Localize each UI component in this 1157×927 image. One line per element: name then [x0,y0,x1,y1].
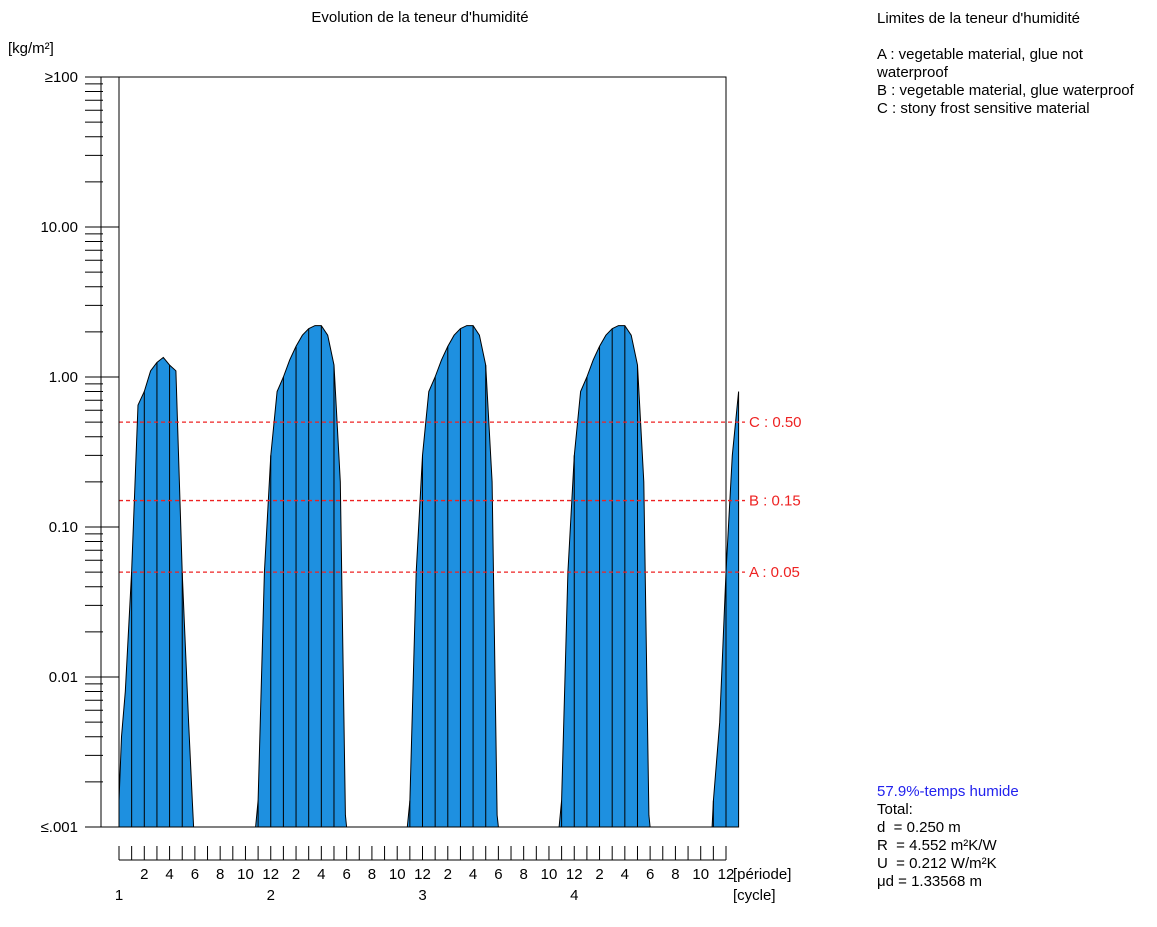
limit-label: A : 0.05 [749,564,800,581]
moisture-area [118,325,740,828]
x-tick-label: 6 [494,866,502,883]
y-axis: ≥100 10.00 1.00 0.10 0.01 ≤.001 [40,69,119,836]
x-tick-label: 2 [140,866,148,883]
x-tick-label: 4 [621,866,629,883]
limit-label: B : 0.15 [749,493,801,510]
x-tick-label: 10 [389,866,406,883]
mu-d-value: μd = 1.33568 m [877,873,982,890]
u-value: U = 0.212 W/m²K [877,855,997,872]
x-tick-label: 4 [165,866,173,883]
legend-title: Limites de la teneur d'humidité [877,10,1080,27]
x-tick-label: 4 [317,866,325,883]
y-tick-label: 10.00 [40,219,78,236]
thickness-value: d = 0.250 m [877,819,961,836]
cycle-label: 2 [267,887,275,904]
x-tick-label: 2 [444,866,452,883]
chart-title: Evolution de la teneur d'humidité [311,9,528,26]
moisture-chart: Evolution de la teneur d'humidité [kg/m²… [8,9,802,904]
x-tick-label: 8 [671,866,679,883]
total-label: Total: [877,801,913,818]
x-tick-label: 10 [541,866,558,883]
x-axis: 2 4 6 8 10 12 2 4 6 8 10 12 2 4 6 8 10 12 2 4 6 8 10 121 2 3 4 [115,846,735,904]
legend-entry-a: A : vegetable material, glue not waterpr… [877,46,1083,81]
moisture-area-path [118,325,740,828]
y-tick-label: ≥100 [45,69,78,86]
y-tick-label: 0.01 [49,669,78,686]
y-tick-label: ≤.001 [41,819,78,836]
y-tick-label: 1.00 [49,369,78,386]
limits-legend: Limites de la teneur d'humidité A : vege… [877,10,1152,118]
x-tick-label: 8 [519,866,527,883]
cycle-axis-unit-label: [cycle] [733,887,776,904]
y-tick-label: 0.10 [49,519,78,536]
x-tick-label: 12 [262,866,279,883]
x-tick-label: 10 [692,866,709,883]
limit-label: C : 0.50 [749,414,802,431]
x-tick-label: 6 [646,866,654,883]
plot-frame [118,76,727,828]
cycle-label: 3 [418,887,426,904]
cycle-label: 1 [115,887,123,904]
y-axis-label: [kg/m²] [8,40,54,57]
x-tick-label: 12 [718,866,735,883]
x-tick-label: 8 [216,866,224,883]
x-tick-label: 12 [566,866,583,883]
x-tick-label: 2 [595,866,603,883]
x-tick-label: 8 [368,866,376,883]
x-tick-label: 4 [469,866,477,883]
cycle-label: 4 [570,887,578,904]
wet-time-ratio: 57.9%-temps humide [877,783,1019,800]
stats-panel: 57.9%-temps humide Total: d = 0.250 m R … [877,783,1152,891]
limit-lines: C : 0.50 B : 0.15 A : 0.05 [119,414,802,581]
x-axis-unit-label: [période] [733,866,791,883]
resistance-value: R = 4.552 m²K/W [877,837,997,854]
legend-entry-b: B : vegetable material, glue waterproof [877,82,1134,99]
x-tick-label: 6 [342,866,350,883]
x-tick-label: 12 [414,866,431,883]
x-tick-label: 6 [191,866,199,883]
x-tick-label: 10 [237,866,254,883]
legend-entry-c: C : stony frost sensitive material [877,100,1090,117]
x-tick-label: 2 [292,866,300,883]
